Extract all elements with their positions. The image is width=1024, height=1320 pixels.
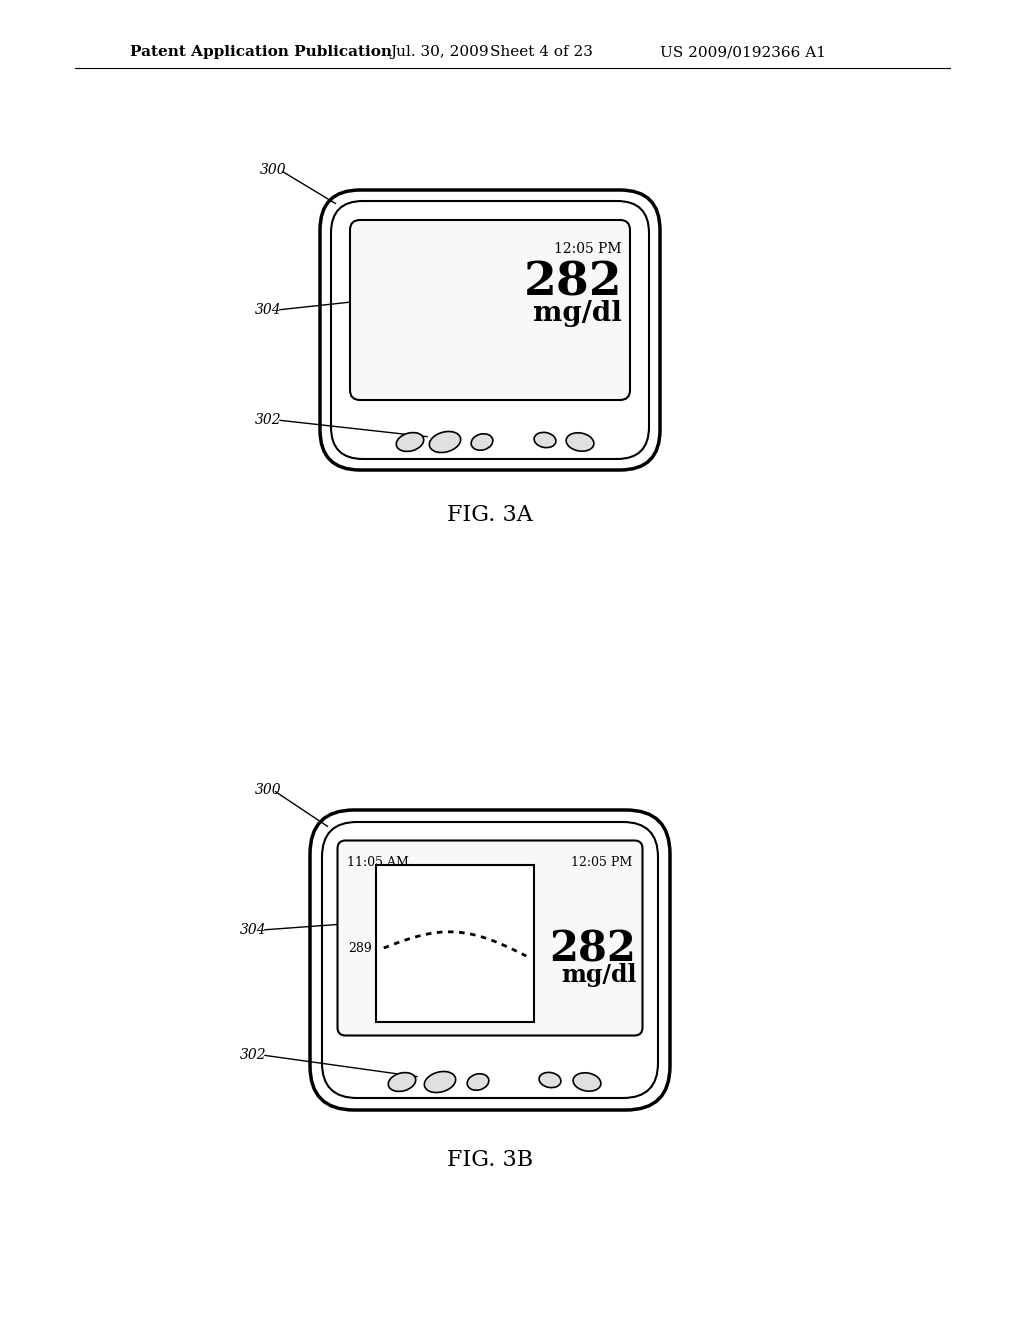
Ellipse shape [396,433,424,451]
Ellipse shape [388,1073,416,1092]
FancyBboxPatch shape [331,201,649,459]
Text: Jul. 30, 2009: Jul. 30, 2009 [390,45,488,59]
Text: Patent Application Publication: Patent Application Publication [130,45,392,59]
Ellipse shape [566,433,594,451]
Ellipse shape [429,432,461,453]
Text: 300: 300 [260,162,287,177]
FancyBboxPatch shape [322,822,658,1098]
Ellipse shape [573,1073,601,1092]
Text: mg/dl: mg/dl [534,300,622,327]
Text: 11:05 AM: 11:05 AM [346,855,409,869]
Ellipse shape [424,1072,456,1093]
Text: 302: 302 [240,1048,266,1063]
Text: FIG. 3B: FIG. 3B [446,1148,534,1171]
Text: Sheet 4 of 23: Sheet 4 of 23 [490,45,593,59]
FancyBboxPatch shape [338,841,642,1035]
Text: 282: 282 [523,260,622,306]
Ellipse shape [471,434,493,450]
Text: 304: 304 [240,923,266,937]
Text: 12:05 PM: 12:05 PM [571,855,633,869]
Text: US 2009/0192366 A1: US 2009/0192366 A1 [660,45,826,59]
Text: 289: 289 [348,941,372,954]
Ellipse shape [535,433,556,447]
Ellipse shape [539,1072,561,1088]
Bar [376,865,535,1022]
Ellipse shape [467,1073,488,1090]
Text: mg/dl: mg/dl [561,964,637,987]
Text: 12:05 PM: 12:05 PM [555,242,622,256]
FancyBboxPatch shape [350,220,630,400]
Text: 304: 304 [255,304,282,317]
Text: 302: 302 [255,413,282,426]
FancyBboxPatch shape [319,190,660,470]
Text: 300: 300 [255,783,282,797]
FancyBboxPatch shape [310,810,670,1110]
Text: FIG. 3A: FIG. 3A [447,504,532,525]
Text: 282: 282 [550,928,637,970]
